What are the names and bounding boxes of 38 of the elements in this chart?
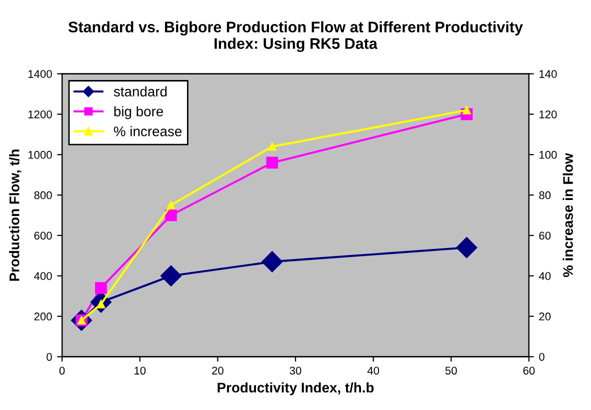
x-tick-label: 20 <box>212 366 224 375</box>
y2-tick-label: 60 <box>539 232 551 240</box>
y2-tick-label: 140 <box>540 70 557 78</box>
y-tick-label: 200 <box>34 312 52 320</box>
y-axis-title: Production Flow, t/h <box>9 150 22 281</box>
y2-tick-label: 20 <box>539 312 551 320</box>
x-tick-label: 10 <box>134 366 146 375</box>
point <box>95 282 107 294</box>
y-tick-label: 400 <box>34 272 52 280</box>
point <box>166 200 176 210</box>
legend-label: big bore <box>114 106 164 120</box>
y2-tick-label: 100 <box>540 150 557 159</box>
x-tick-label: 0 <box>59 366 65 375</box>
point <box>266 156 278 169</box>
x-tick-label: 50 <box>445 366 457 375</box>
point <box>165 209 177 222</box>
x-axis-title: Productivity Index, t/h.b <box>218 382 374 396</box>
y-tick-label: 600 <box>34 232 52 240</box>
y-tick-label: 0 <box>46 352 52 361</box>
point <box>262 251 283 272</box>
legend-label: standard <box>114 86 167 96</box>
legend-label: % increase <box>114 126 182 136</box>
y2-tick-label: 0 <box>539 352 544 361</box>
y2-tick-label: 40 <box>538 272 551 280</box>
y2-tick-label: 80 <box>539 191 551 200</box>
chart-title: Standard vs. Bigbore Production Flow at Different Productivity Index: Using RK5 Data <box>68 21 523 52</box>
y-tick-label: 1400 <box>28 70 52 78</box>
x-tick-label: 40 <box>367 366 380 375</box>
y-tick-label: 1200 <box>28 110 52 118</box>
y-tick-label: 800 <box>34 191 52 200</box>
point <box>160 265 182 286</box>
y2-axis-title: % increase in Flow <box>562 153 573 278</box>
point <box>268 142 276 151</box>
point <box>456 237 478 258</box>
y2-tick-label: 120 <box>540 110 557 118</box>
x-tick-label: 30 <box>290 366 302 375</box>
x-tick-label: 60 <box>523 366 535 375</box>
y-tick-label: 1000 <box>28 150 52 159</box>
